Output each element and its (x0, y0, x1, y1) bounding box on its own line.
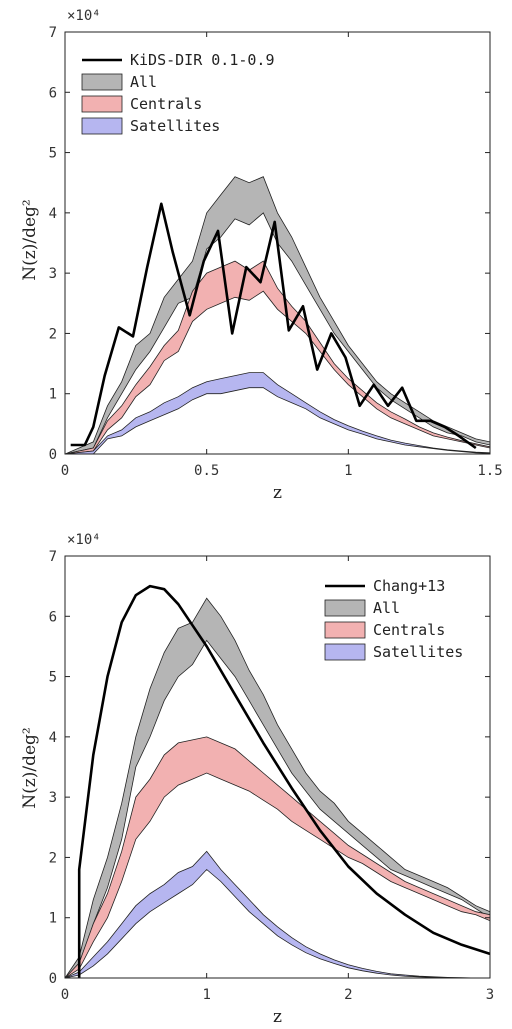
band-centrals (65, 260, 490, 454)
x-tick-label: 1 (202, 987, 210, 1003)
legend-label: All (130, 73, 157, 91)
x-tick-label: 2 (344, 987, 352, 1003)
y-multiplier: ×10⁴ (67, 8, 101, 24)
band-satellites (65, 372, 490, 454)
chart-panel-1: 0 1 2 3 4 5 6 7 0 0.5 1 1.5 ×10⁴ z N(z)/deg² KiDS-DIR 0… (20, 8, 503, 503)
line-series-path (77, 584, 490, 978)
y-tick-label: 2 (49, 850, 57, 866)
y-tick-label: 5 (49, 670, 57, 686)
legend-label: All (373, 599, 400, 617)
y-tick-label: 1 (49, 387, 57, 403)
y-tick-label: 4 (49, 730, 57, 746)
legend-patch-swatch (324, 599, 366, 617)
y-tick-label: 7 (49, 25, 57, 41)
y-tick-label: 3 (49, 266, 57, 282)
y-tick-label: 0 (49, 447, 57, 463)
legend-patch-swatch (324, 643, 366, 661)
y-tick-label: 7 (49, 549, 57, 565)
legend-label: Chang+13 (373, 577, 445, 595)
plot-area (65, 584, 490, 978)
axes-box (64, 31, 491, 455)
y-tick-label: 1 (49, 911, 57, 927)
y-tick-label: 6 (49, 85, 57, 101)
x-axis-label: z (273, 1007, 282, 1027)
y-tick-label: 6 (49, 609, 57, 625)
plot-area (65, 176, 490, 454)
x-tick-label: 1.5 (477, 463, 502, 479)
x-tick-label: 1 (344, 463, 352, 479)
legend: KiDS-DIR 0.1-0.9 All Centrals Satellites (81, 51, 275, 135)
legend-label: Satellites (130, 117, 220, 135)
band-all (65, 597, 490, 978)
y-multiplier: ×10⁴ (67, 532, 101, 548)
y-axis-label: N(z)/deg² (20, 727, 40, 808)
y-tick-label: 3 (49, 790, 57, 806)
band-satellites (65, 850, 490, 978)
x-tick-label: 0.5 (194, 463, 219, 479)
axes-box (64, 555, 491, 979)
legend-patch-swatch (81, 117, 123, 135)
legend-label: Satellites (373, 643, 463, 661)
legend-patch-swatch (324, 621, 366, 639)
y-axis-label: N(z)/deg² (20, 199, 40, 280)
x-tick-label: 3 (486, 987, 494, 1003)
legend-patch-swatch (81, 95, 123, 113)
legend: Chang+13 All Centrals Satellites (324, 577, 463, 661)
line-series-path (70, 202, 477, 450)
legend-label: Centrals (130, 95, 202, 113)
y-tick-label: 4 (49, 206, 57, 222)
y-tick-label: 0 (49, 971, 57, 987)
band-all (65, 176, 490, 454)
x-tick-label: 0 (61, 987, 69, 1003)
x-tick-label: 0 (61, 463, 69, 479)
y-tick-label: 5 (49, 146, 57, 162)
chart-panel-2: 0 1 2 3 4 5 6 7 0 1 2 3 ×10⁴ z N(z)/deg² Chang+13 All Cen… (20, 532, 494, 1027)
y-tick-label: 2 (49, 326, 57, 342)
band-centrals (65, 736, 490, 978)
x-axis-label: z (273, 483, 282, 503)
legend-label: Centrals (373, 621, 445, 639)
legend-label: KiDS-DIR 0.1-0.9 (130, 51, 275, 69)
legend-patch-swatch (81, 73, 123, 91)
